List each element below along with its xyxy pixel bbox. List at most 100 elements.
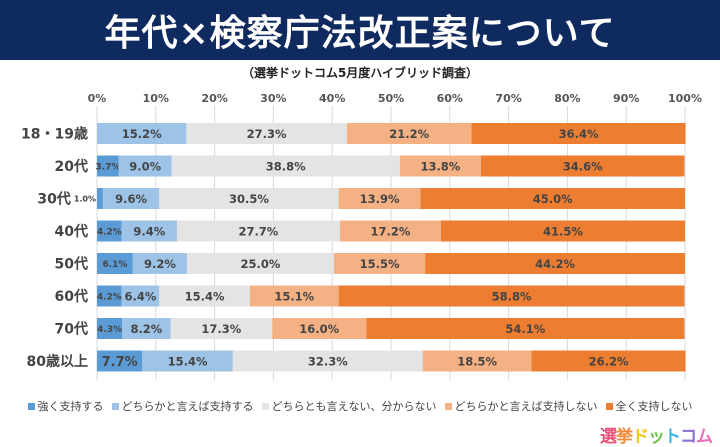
bar-segment [176, 220, 340, 242]
data-label: 36.4% [559, 127, 599, 141]
data-label: 30.5% [229, 192, 269, 206]
stacked-bar-chart: 0% 10% 20% 30% 40% 50% 60% 70% 80% 90% 100% 18・19歳 1… [21, 92, 702, 380]
bar-segment [159, 285, 250, 307]
senkyo-dotcom-logo: 選挙ドットコム [600, 427, 713, 447]
bar-segment [333, 253, 426, 274]
data-label: 7.7% [102, 355, 138, 370]
bar-segment [471, 123, 686, 144]
data-label: 6.4% [125, 289, 157, 303]
data-label: 9.4% [133, 224, 165, 238]
category-label: 50代 [55, 256, 88, 273]
bar-segment [399, 155, 481, 177]
x-tick-label: 100% [668, 92, 702, 105]
data-label: 4.2% [97, 292, 122, 302]
data-label: 18.5% [457, 354, 497, 368]
x-tick-label: 0% [88, 92, 107, 105]
data-label: 4.3% [97, 325, 122, 335]
legend-swatch [27, 402, 35, 410]
legend-swatch [261, 402, 269, 410]
data-label: 45.0% [533, 192, 573, 206]
bar-segment [122, 318, 171, 339]
data-label: 44.2% [535, 257, 575, 271]
x-tick-label: 20% [201, 92, 227, 105]
bar-segment [346, 123, 472, 144]
x-tick-label: 60% [437, 92, 463, 105]
bar-segment [186, 123, 347, 144]
chart-subtitle: （選挙ドットコム5月度ハイブリッド調査） [241, 66, 479, 80]
data-label: 15.2% [122, 127, 162, 141]
data-label: 4.2% [97, 227, 122, 237]
bar-segment [97, 253, 133, 274]
legend-item: 全く支持しない [605, 398, 693, 414]
legend-label: どちらとも言えない、分からない [271, 400, 437, 413]
bar-segment [97, 318, 123, 339]
data-label: 26.2% [589, 354, 629, 368]
data-label: 41.5% [543, 224, 583, 238]
bar-segment [97, 188, 103, 209]
data-label: 3.7% [95, 162, 120, 172]
bar-segment [338, 285, 685, 307]
x-tick-label: 50% [378, 92, 404, 105]
bar-segment [132, 253, 187, 274]
x-tick-label: 70% [495, 92, 521, 105]
category-label: 40代 [55, 223, 88, 240]
bar-segment [97, 350, 143, 372]
bar-segment [339, 220, 441, 242]
data-label: 17.3% [201, 322, 241, 336]
legend-label: どちらかと言えば支持しない [454, 400, 598, 413]
data-label: 15.5% [360, 257, 400, 271]
bar-segment [249, 285, 339, 307]
bar-segment [97, 155, 119, 177]
data-label: 16.0% [299, 322, 339, 336]
data-label: 27.7% [238, 224, 278, 238]
bar-segment [121, 220, 177, 242]
bar-segment [366, 318, 685, 339]
bar-segment [420, 188, 685, 209]
x-tick-label: 10% [143, 92, 169, 105]
category-label: 30代 [37, 191, 70, 208]
x-tick-label: 90% [613, 92, 639, 105]
data-label: 27.3% [247, 127, 287, 141]
bar-segment [159, 188, 339, 209]
bar-segment [422, 350, 532, 372]
legend-swatch [111, 402, 119, 410]
bar-segment [425, 253, 685, 274]
data-label: 17.2% [370, 224, 410, 238]
bar-segment [272, 318, 367, 339]
data-label: 34.6% [563, 159, 603, 173]
bar-segment [338, 188, 421, 209]
bar-segment [118, 155, 172, 177]
x-tick-label: 40% [319, 92, 345, 105]
data-label: 25.0% [241, 257, 281, 271]
x-tick-label: 30% [260, 92, 286, 105]
legend-label: どちらかと言えば支持する [121, 400, 254, 413]
data-label: 15.1% [274, 289, 314, 303]
data-label: 15.4% [185, 289, 225, 303]
bar-segment [440, 220, 685, 242]
category-label: 80歳以上 [27, 353, 88, 370]
data-label: 13.8% [420, 159, 460, 173]
category-label: 20代 [55, 158, 88, 175]
bar-segment [171, 155, 400, 177]
bar-segment [97, 285, 122, 307]
category-label: 60代 [55, 288, 88, 305]
legend-item: 強く支持する [27, 398, 104, 414]
bar-segment [102, 188, 160, 209]
data-label: 9.2% [144, 257, 176, 271]
legend-item: どちらかと言えば支持しない [444, 398, 598, 414]
bar-segment [232, 350, 423, 372]
bar-segment [531, 350, 686, 372]
data-label: 6.1% [102, 260, 127, 270]
data-label: 58.8% [492, 289, 532, 303]
data-label: 8.2% [130, 322, 162, 336]
legend-item: どちらかと言えば支持する [111, 398, 254, 414]
category-label: 18・19歳 [21, 126, 88, 143]
data-label: 32.3% [308, 354, 348, 368]
bar-segment [121, 285, 160, 307]
data-label: 13.9% [360, 192, 400, 206]
bar-segment [142, 350, 233, 372]
bar-segment [97, 123, 187, 144]
data-label: 1.0% [74, 194, 96, 203]
data-label: 38.8% [266, 159, 306, 173]
page-title: 年代×検察庁法改正案について [0, 0, 720, 60]
